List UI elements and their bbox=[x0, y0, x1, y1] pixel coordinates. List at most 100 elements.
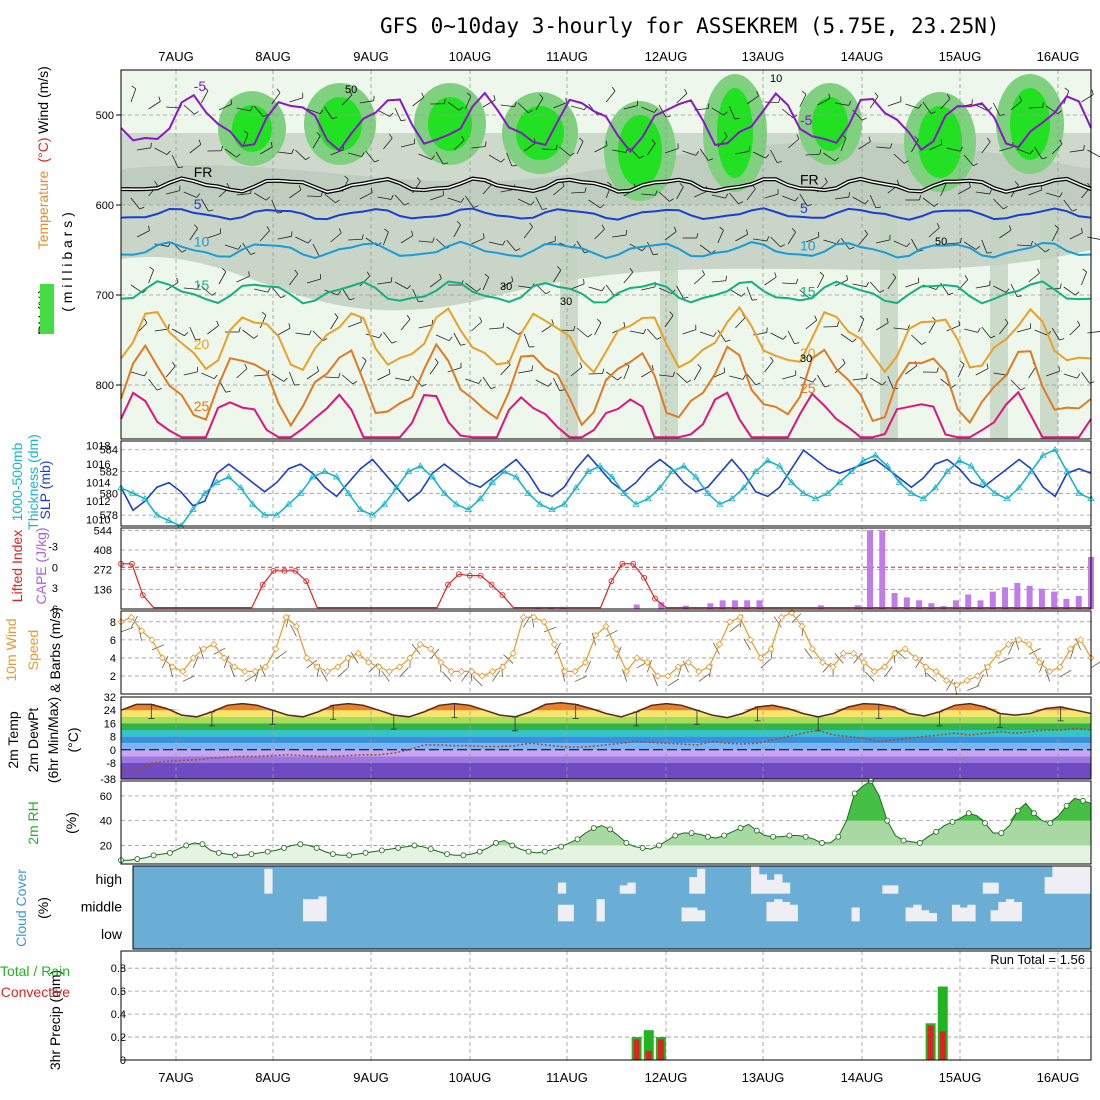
wind10-barb bbox=[337, 668, 348, 678]
thickness-point bbox=[1063, 467, 1071, 474]
wind-barb-flag bbox=[404, 202, 410, 206]
wind-barb bbox=[1046, 370, 1060, 377]
wind-barb-flag bbox=[824, 385, 830, 388]
li-point bbox=[499, 592, 506, 598]
wind-barb bbox=[383, 331, 393, 344]
thickness-point bbox=[967, 462, 975, 469]
date-label-bottom: 11AUG bbox=[546, 1070, 588, 1085]
wind-barb bbox=[1051, 228, 1059, 242]
wind-barb-flag bbox=[545, 291, 551, 295]
date-axis-bottom: 7AUG 8AUG 9AUG 10AUG 11AUG 12AUG 13AUG 14AUG 15A… bbox=[158, 1070, 1079, 1085]
wind10-point bbox=[850, 649, 858, 657]
wind-barb-flag bbox=[940, 139, 943, 145]
rh-blob-90 bbox=[618, 115, 662, 187]
wind10-point bbox=[891, 649, 899, 657]
rh-legend-swatch bbox=[40, 284, 54, 334]
wind-barb bbox=[782, 195, 796, 202]
wind-barb-flag bbox=[669, 198, 674, 202]
cape-bar bbox=[1063, 598, 1070, 609]
wind-barb bbox=[840, 333, 853, 343]
cloud-middle-bar bbox=[766, 901, 775, 922]
date-label-bottom: 13AUG bbox=[742, 1070, 785, 1085]
wind10-barb bbox=[192, 655, 199, 669]
thickness-point bbox=[380, 500, 389, 507]
thickness-point bbox=[668, 467, 676, 474]
cape-tick: 272 bbox=[94, 565, 112, 577]
wind-barb-flag bbox=[986, 137, 991, 143]
cloud-middle-bar bbox=[596, 899, 605, 922]
wind-barb-flag bbox=[766, 236, 770, 242]
wind-barb bbox=[594, 228, 605, 240]
wind10-point bbox=[592, 631, 600, 639]
cape-bar bbox=[1002, 587, 1009, 609]
wind10-barb bbox=[461, 670, 470, 682]
li-point bbox=[652, 595, 658, 602]
cloud-high-bar bbox=[696, 868, 706, 894]
wind-barb bbox=[729, 192, 739, 204]
wind-barb bbox=[253, 192, 267, 201]
wind-barb bbox=[629, 330, 644, 335]
isotherm-label: 5 bbox=[194, 196, 202, 212]
wind-barb bbox=[1063, 199, 1073, 212]
cloud-middle-bar bbox=[851, 907, 860, 922]
temp-minmax bbox=[1057, 706, 1064, 722]
wind10-point bbox=[798, 622, 806, 630]
wind-barb-flag bbox=[625, 230, 628, 236]
wind-barb bbox=[946, 325, 960, 332]
slp-line bbox=[120, 449, 1092, 512]
wind-barb-flag bbox=[812, 378, 817, 383]
wind-barb bbox=[1087, 149, 1100, 158]
wind-barb-flag bbox=[1089, 381, 1095, 384]
temp-minmax bbox=[512, 716, 519, 732]
wind-barb-flag bbox=[484, 273, 489, 278]
wind-barb-flag bbox=[225, 390, 231, 393]
cloud-middle-bar bbox=[959, 907, 968, 922]
cape-bar bbox=[928, 603, 935, 609]
wind-barb bbox=[324, 376, 339, 379]
thickness-point bbox=[368, 511, 377, 518]
wind-barb-flag bbox=[599, 204, 605, 209]
wind-barb bbox=[1081, 371, 1090, 384]
wind-barb bbox=[218, 103, 232, 111]
wind10-barb bbox=[729, 623, 741, 633]
wind-barb-flag bbox=[389, 112, 394, 117]
wind-barb bbox=[799, 94, 807, 108]
rh-contour-label: 30 bbox=[800, 353, 812, 365]
wind10-point bbox=[468, 667, 476, 676]
wind-barb bbox=[782, 282, 797, 285]
wind-barb bbox=[729, 375, 744, 380]
wind-barb bbox=[1028, 189, 1042, 196]
rh-point bbox=[330, 851, 336, 857]
wind-barb bbox=[1087, 236, 1100, 240]
wind-barb-flag bbox=[411, 230, 414, 236]
temp-band bbox=[121, 723, 1091, 730]
precip-total-bar bbox=[643, 1030, 654, 1060]
wind10-point bbox=[623, 667, 631, 676]
wind-barb-flag bbox=[443, 98, 446, 104]
wind-barb bbox=[647, 241, 654, 255]
wind-barb bbox=[612, 149, 627, 153]
pressure-tick-label: 700 bbox=[96, 290, 114, 302]
wind10-barb bbox=[161, 656, 169, 669]
wind-barb-flag bbox=[1045, 248, 1050, 253]
cloud-high-bar bbox=[689, 877, 698, 894]
wind10-point bbox=[158, 654, 166, 662]
wind-barb-flag bbox=[502, 240, 506, 246]
cloud-high-bar bbox=[1067, 866, 1077, 894]
thickness-point bbox=[919, 494, 928, 502]
date-label-top: 14AUG bbox=[841, 49, 884, 64]
cloud-cover-panel: high middle low bbox=[81, 865, 1092, 950]
wind-barb-flag bbox=[237, 244, 242, 250]
wind10-barb bbox=[320, 669, 328, 682]
wind-barb-flag bbox=[936, 222, 940, 228]
rh-point bbox=[134, 856, 141, 862]
wind10-point bbox=[406, 654, 414, 662]
thickness-point bbox=[536, 500, 544, 507]
wind-barb-flag bbox=[605, 140, 608, 146]
wind-barb-flag bbox=[421, 92, 425, 98]
wind-barb-flag bbox=[288, 323, 291, 329]
wind-barb-flag bbox=[308, 330, 312, 336]
dewpoint-line bbox=[120, 727, 1092, 773]
wind-barb-flag bbox=[879, 289, 885, 293]
wind-barb-flag bbox=[936, 367, 939, 373]
